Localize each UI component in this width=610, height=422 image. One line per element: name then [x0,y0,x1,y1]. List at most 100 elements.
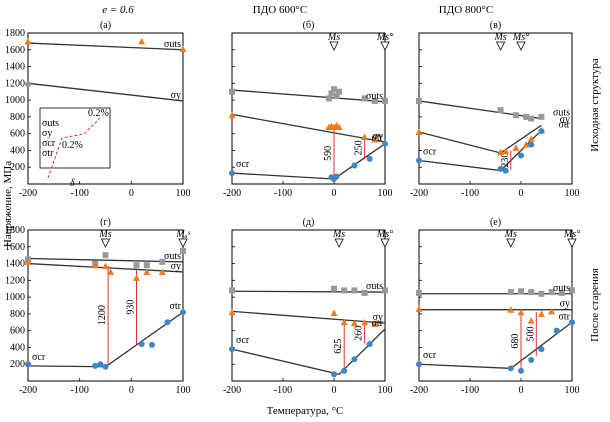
point-σtr [382,140,388,147]
inset-label: δ [70,178,75,189]
x-tick-label: -200 [19,385,37,396]
point-σy [507,306,515,313]
panel-letter: (в) [490,20,501,31]
y-tick-label: 1400 [5,259,25,270]
point-σuts [569,287,575,294]
point-σtr [366,341,373,348]
panel-frame [27,229,184,382]
panel-frame [27,32,184,185]
point-σtr [229,170,235,177]
stress-gap-label: 930 [126,300,137,315]
ms-label: Ms [327,32,340,43]
panel-frame [418,229,573,382]
ms-marker [506,238,516,248]
row-title-1: Исходная структура [589,58,601,152]
point-σuts [133,262,140,269]
inset-label: σy [42,128,52,139]
x-tick-label: 0 [129,385,134,396]
fit-line [231,310,386,324]
point-σy [25,81,31,88]
fit-line [27,82,184,102]
y-tick-label: 1400 [5,62,25,73]
point-σuts [538,290,545,297]
point-σtr [569,319,575,326]
x-tick-label: -200 [410,385,428,396]
point-σtr [149,341,155,348]
ms-marker [100,238,111,248]
point-σy [371,136,379,143]
point-σy [133,274,140,281]
curve-label: σuts [164,39,181,50]
point-σy [330,309,338,317]
point-σy [537,310,545,317]
ms-label: Ms° [512,32,529,43]
y-tick-label: 600 [10,326,25,337]
panel-frame [231,229,386,382]
y-tick-label: 1000 [5,292,25,303]
point-σtr [164,319,171,326]
curve-label: σtr [372,133,384,144]
point-σuts [328,90,335,97]
point-σy [107,268,115,275]
point-σtr [180,309,186,316]
point-σy [522,141,530,148]
stress-gap-label: 680 [510,334,521,349]
inset-curve [47,117,101,179]
point-σuts [497,107,504,114]
fit-line [418,100,542,120]
ms-label: Ms [493,32,506,43]
point-σy [228,308,236,316]
x-tick-label: 0 [519,188,524,199]
y-tick-label: 800 [10,309,25,320]
point-σy [91,261,99,269]
row-title-2: После старения [589,268,601,342]
point-σuts [382,287,388,294]
curve-label: σy [373,312,383,323]
point-σy [228,111,236,119]
point-σuts [548,289,555,296]
point-σy [361,133,369,141]
y-tick-label: 1600 [5,45,25,56]
point-σy [502,147,510,155]
y-tick-label: 800 [10,112,25,123]
point-σtr [138,341,145,348]
x-tick-label: 100 [378,188,393,199]
point-σuts [351,287,358,294]
point-σy [24,258,32,265]
point-σuts [416,97,422,104]
point-σuts [138,37,146,45]
fit-line [231,290,386,293]
point-σy [415,128,423,135]
point-σuts [371,97,378,104]
stress-gap-label: 625 [333,339,344,354]
point-σtr [518,152,524,159]
ms-marker [380,41,390,51]
point-σy [350,319,358,327]
ms-label: Ms [332,229,345,240]
point-σuts [143,262,150,269]
ms-label: Ms° [376,32,393,43]
y-tick-label: 1800 [5,225,25,236]
curve-label: σuts [366,281,383,292]
ms-marker [178,238,188,248]
point-σtr [528,357,535,364]
point-σy [371,320,379,327]
point-σtr [416,157,422,164]
point-σy [527,135,535,142]
y-tick-label: 400 [10,342,25,353]
x-tick-label: -100 [70,188,88,199]
point-σuts [333,92,340,99]
point-σuts [518,288,524,295]
panel-letter: (д) [303,217,315,228]
x-tick-label: 0 [332,385,337,396]
x-tick-label: 100 [176,385,191,396]
point-σtr [229,346,235,353]
curve-label: σuts [553,108,570,119]
point-σtr [497,165,504,172]
ms-marker [495,41,506,51]
point-σuts [179,45,187,52]
ms-label: Ms° [563,229,580,240]
point-σtr [102,363,109,370]
